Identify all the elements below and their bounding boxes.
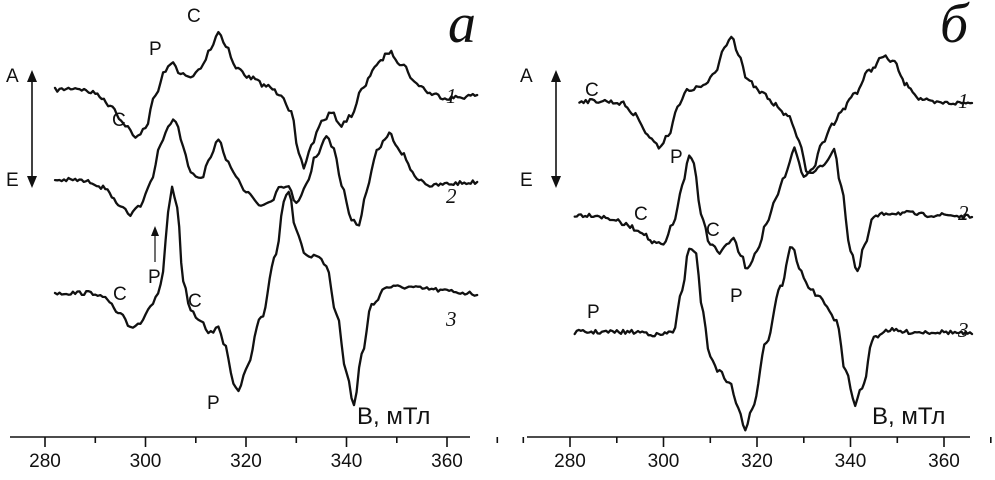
panel-a-annotation-c-3: C — [113, 284, 127, 305]
panel-b-annotation-c-3: C — [706, 220, 720, 241]
panel-b-x-ticks — [523, 437, 991, 447]
panel-b-x-tick-label-320: 320 — [741, 451, 773, 472]
panel-a-annotation-p-1: P — [149, 39, 162, 60]
panel-a-series-3-number: 3 — [445, 307, 457, 331]
panel-b-series-3-number: 3 — [957, 318, 969, 342]
panel-a-annotation-p-3: P — [207, 393, 220, 414]
panel-b-annotation-p-2: P — [730, 286, 743, 307]
panel-b-series-1-line — [579, 37, 972, 173]
panel-b-label: б — [940, 0, 970, 55]
panel-a-arrow-down-icon — [27, 176, 37, 188]
panel-a-peak-pointer-arrowhead-icon — [151, 226, 159, 236]
panel-a-series-2-number: 2 — [446, 184, 457, 208]
panel-b-annotation-p-3: P — [587, 302, 600, 323]
panel-a-series-1-number: 1 — [446, 84, 457, 108]
panel-b-x-tick-label-360: 360 — [928, 451, 960, 472]
panel-a-label-absorption: A — [6, 66, 19, 87]
panel-b-arrow-up-icon — [551, 70, 561, 82]
panel-b-annotation-c-2: C — [634, 204, 648, 225]
panel-b-series-1-number: 1 — [958, 89, 969, 113]
panel-a-x-tick-label-280: 280 — [29, 451, 61, 472]
panel-a-x-tick-label-340: 340 — [331, 451, 363, 472]
panel-b-annotation-c-1: C — [585, 80, 599, 101]
panel-b-x-tick-label-300: 300 — [648, 451, 680, 472]
panel-a-series-1-line — [55, 32, 477, 168]
panel-a-intensity-scale: A E — [6, 66, 37, 191]
panel-b-label-emission: E — [520, 170, 533, 191]
panel-a-annotation-p-2: P — [148, 267, 161, 288]
panel-b-series-2-number: 2 — [958, 201, 969, 225]
panel-a-label-emission: E — [6, 170, 19, 191]
panel-a-x-ticks — [0, 437, 497, 447]
panel-a-x-tick-label-320: 320 — [230, 451, 262, 472]
panel-a-series-2-line — [55, 120, 477, 226]
panel-b-annotation-p-1: P — [670, 147, 683, 168]
panel-b-x-tick-label-280: 280 — [554, 451, 586, 472]
panel-a: а A E 1 2 3 C P C C P C P 280 300 — [0, 0, 497, 472]
panel-b-x-tick-label-340: 340 — [835, 451, 867, 472]
panel-a-x-axis-title: B, мТл — [357, 403, 430, 430]
panel-a-x-tick-label-360: 360 — [431, 451, 463, 472]
panel-b: б A E 1 2 3 C P C C P P 280 300 320 340 … — [520, 0, 991, 472]
panel-b-label-absorption: A — [520, 66, 533, 87]
panel-a-label: а — [448, 0, 476, 55]
panel-b-x-axis-title: B, мТл — [872, 403, 945, 430]
panel-b-intensity-scale: A E — [520, 66, 561, 191]
panel-b-arrow-down-icon — [551, 176, 561, 188]
panel-a-arrow-up-icon — [27, 70, 37, 82]
panel-a-annotation-c-1: C — [112, 110, 126, 131]
panel-a-annotation-c-2: C — [187, 6, 201, 27]
panel-a-annotation-c-4: C — [188, 291, 202, 312]
panel-a-x-tick-label-300: 300 — [130, 451, 162, 472]
